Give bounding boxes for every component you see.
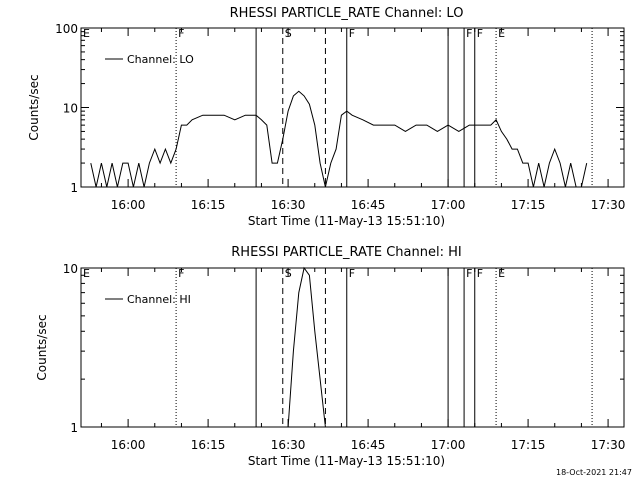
event-marker-label: F xyxy=(178,27,184,40)
plot-frame xyxy=(80,267,625,428)
x-tick-label: 16:30 xyxy=(271,198,306,212)
footer-timestamp: 18-Oct-2021 21:47 xyxy=(556,468,632,477)
x-tick-label: 17:00 xyxy=(431,438,466,452)
x-tick-label: 16:00 xyxy=(111,198,146,212)
chart-title: RHESSI PARTICLE_RATE Channel: HI xyxy=(231,245,461,260)
series-line xyxy=(90,90,588,188)
y-tick-label: 10 xyxy=(63,102,78,116)
event-marker-label: F xyxy=(349,27,355,40)
event-marker-label: S xyxy=(285,27,292,40)
x-tick-label: 16:45 xyxy=(351,438,386,452)
event-marker-label: F xyxy=(466,27,472,40)
legend-label: Channel: HI xyxy=(127,293,191,306)
series-line xyxy=(287,266,326,428)
x-tick-label: 16:30 xyxy=(271,438,306,452)
y-tick-label: 1 xyxy=(70,181,78,195)
event-marker-label: E xyxy=(498,27,505,40)
chart-title: RHESSI PARTICLE_RATE Channel: LO xyxy=(230,6,464,21)
event-marker-label: E xyxy=(83,267,90,280)
y-axis-label: Counts/sec xyxy=(35,314,49,380)
x-tick-label: 16:00 xyxy=(111,438,146,452)
event-marker-label: E xyxy=(498,267,505,280)
plot-frame xyxy=(80,27,625,188)
y-tick-label: 1 xyxy=(70,421,78,435)
x-tick-label: 17:30 xyxy=(591,198,626,212)
event-marker-label: E xyxy=(83,27,90,40)
event-marker-label: F xyxy=(477,267,483,280)
x-tick-label: 16:15 xyxy=(191,438,226,452)
x-tick-label: 17:15 xyxy=(511,438,546,452)
x-axis-label: Start Time (11-May-13 15:51:10) xyxy=(248,214,445,228)
y-tick-label: 10 xyxy=(63,262,78,276)
x-tick-label: 17:00 xyxy=(431,198,466,212)
legend-label: Channel: LO xyxy=(127,53,194,66)
x-tick-label: 16:45 xyxy=(351,198,386,212)
x-axis-label: Start Time (11-May-13 15:51:10) xyxy=(248,454,445,468)
y-axis-label: Counts/sec xyxy=(27,74,41,140)
event-marker-label: F xyxy=(466,267,472,280)
x-tick-label: 16:15 xyxy=(191,198,226,212)
y-tick-label: 100 xyxy=(55,22,78,36)
x-tick-label: 17:30 xyxy=(591,438,626,452)
event-marker-label: F xyxy=(178,267,184,280)
event-marker-label: F xyxy=(349,267,355,280)
x-tick-label: 17:15 xyxy=(511,198,546,212)
event-marker-label: S xyxy=(285,267,292,280)
event-marker-label: F xyxy=(477,27,483,40)
